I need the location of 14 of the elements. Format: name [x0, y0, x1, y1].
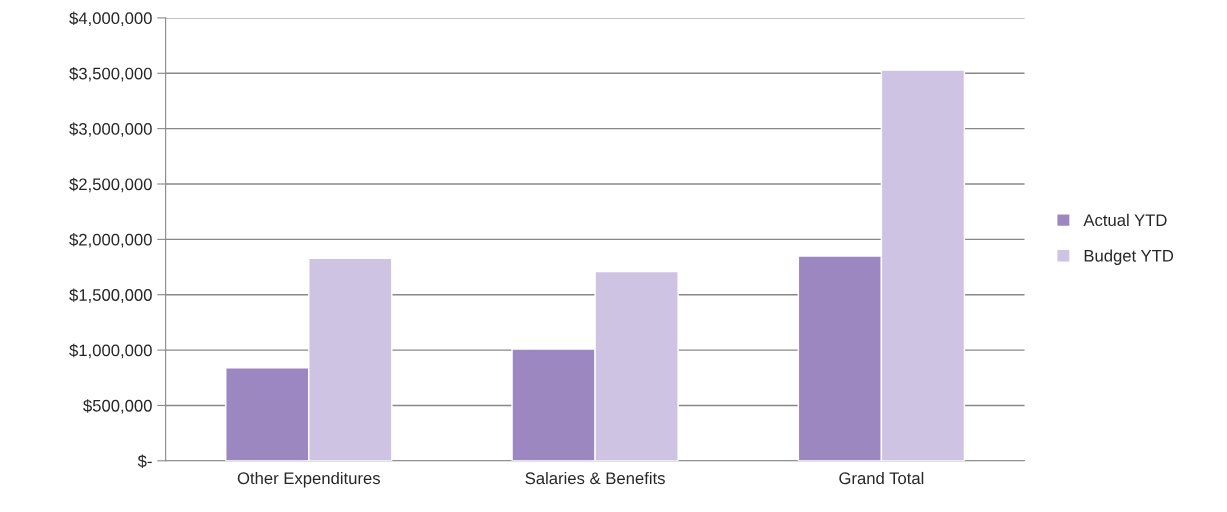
y-tick-label: $2,000,000 — [69, 233, 152, 248]
y-tick-label: $3,500,000 — [69, 66, 152, 82]
y-tick-label: $2,500,000 — [69, 177, 152, 193]
y-tick-label: $- — [137, 454, 152, 468]
y-tick-label: $500,000 — [83, 399, 152, 414]
y-tick-label: $1,000,000 — [69, 343, 152, 359]
y-tick-label: $1,500,000 — [69, 288, 152, 303]
x-tick-label: Grand Total — [839, 471, 924, 485]
x-tick-label: Other Expenditures — [237, 471, 380, 488]
y-tick-label: $3,000,000 — [69, 122, 152, 137]
legend-label: Actual YTD — [1083, 213, 1167, 227]
legend-label: Budget YTD — [1084, 249, 1174, 265]
y-tick-label: $4,000,000 — [69, 11, 152, 27]
x-tick-label: Salaries & Benefits — [525, 471, 665, 485]
